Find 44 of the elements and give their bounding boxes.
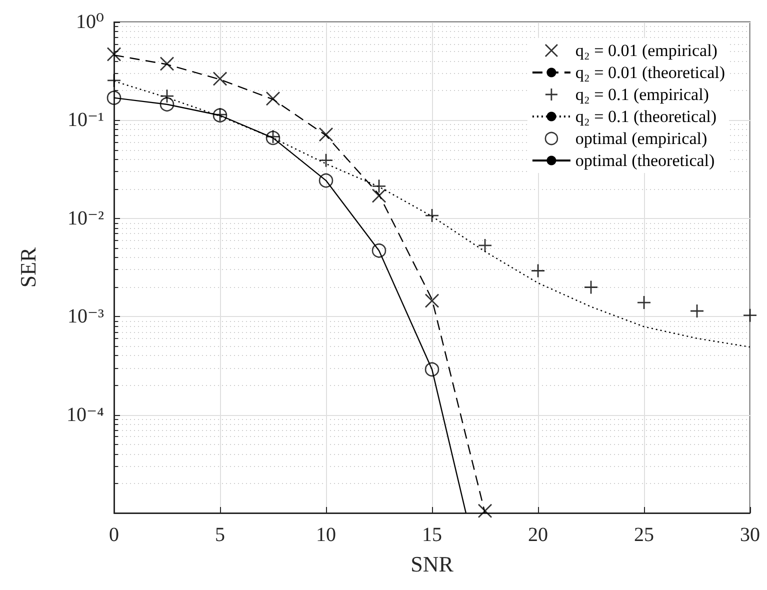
point [478,238,492,253]
point [742,308,758,323]
point [584,280,598,294]
point [160,88,174,104]
y-tick-label: 10⁰ [76,11,104,33]
point [372,243,386,258]
x-tick-label: 30 [740,524,760,546]
legend-label: q₂ = 0.01 (theoretical) [575,63,726,82]
point [160,97,174,112]
point [372,188,386,203]
x-tick-label: 10 [316,524,336,546]
point [424,294,440,308]
point [318,173,334,188]
y-axis-title: SER [16,247,40,288]
point [212,72,228,86]
point [318,153,334,168]
legend-label: q₂ = 0.1 (empirical) [575,85,709,104]
y-tick-label: 10⁻³ [67,306,104,328]
x-tick-label: 15 [422,524,442,546]
x-axis-title: SNR [410,552,454,576]
y-tick-label: 10⁻⁴ [66,404,104,426]
point [424,208,440,223]
point [266,91,280,106]
point [106,73,122,88]
point [160,56,174,71]
legend-label: optimal (theoretical) [575,151,715,170]
x-tick-label: 25 [634,524,654,546]
point [530,264,546,278]
point [372,178,386,194]
legend-label: q₂ = 0.1 (theoretical) [575,107,717,126]
point [690,304,704,318]
point [636,295,652,310]
point [318,127,334,142]
point [106,47,122,62]
legend-label: optimal (empirical) [575,129,708,148]
point [106,90,122,105]
x-tick-label: 20 [528,524,548,546]
point [424,362,440,377]
x-tick-label: 5 [215,524,225,546]
y-tick-label: 10⁻² [67,207,104,230]
y-tick-label: 10⁻¹ [67,109,104,132]
point [478,504,492,518]
legend-label: q₂ = 0.01 (empirical) [575,41,718,60]
x-tick-label: 0 [109,524,119,546]
